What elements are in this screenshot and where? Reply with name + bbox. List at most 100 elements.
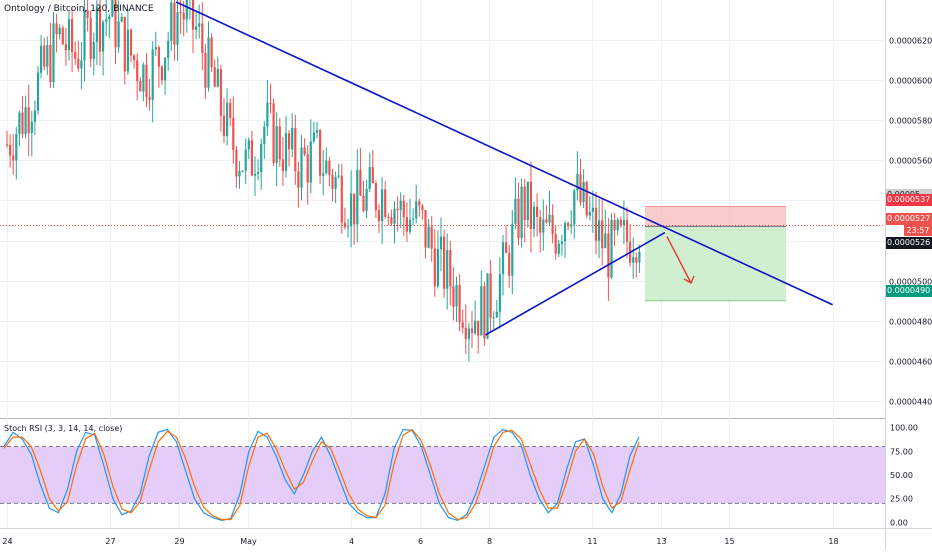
time-tick-label: 24 — [2, 537, 12, 546]
candle-body — [517, 198, 520, 239]
candle-body — [257, 172, 260, 174]
candle — [201, 2, 204, 71]
candlestick-series — [5, 0, 641, 362]
candle-body — [300, 147, 303, 188]
candle — [613, 213, 616, 247]
candle — [189, 0, 191, 20]
candle — [27, 84, 30, 157]
time-tick-label: 8 — [487, 537, 492, 546]
candle — [542, 199, 545, 251]
position-zones[interactable] — [0, 205, 885, 302]
trendlines[interactable] — [175, 1, 833, 336]
candle-body — [151, 49, 154, 100]
candle — [393, 201, 396, 244]
candle — [548, 191, 551, 226]
candle-body — [443, 236, 446, 289]
candle — [12, 134, 15, 175]
candle — [511, 209, 514, 295]
time-axis[interactable]: 24 27 29 May 4 6 8 11 13 15 18 — [2, 537, 838, 546]
candle-body — [241, 170, 244, 172]
time-tick-label: 13 — [656, 537, 666, 546]
candle — [5, 130, 9, 148]
candle — [415, 184, 418, 224]
candle-body — [213, 67, 216, 87]
candle-body — [486, 273, 489, 339]
candle — [523, 179, 526, 243]
candle-body — [52, 23, 55, 83]
candle-body — [71, 19, 74, 53]
candle-body — [625, 220, 629, 242]
candle-body — [498, 274, 501, 312]
candle — [67, 11, 71, 61]
candle — [505, 225, 508, 254]
price-tick-label: 0.0000460 — [889, 358, 932, 367]
candle-body — [102, 21, 105, 52]
candle — [374, 180, 377, 218]
stoch-rsi-title[interactable]: Stoch RSI (3, 3, 14, 14, close) — [4, 424, 123, 433]
candle — [157, 45, 160, 88]
candle-body — [532, 206, 536, 229]
candle — [182, 0, 185, 37]
candle-body — [467, 328, 470, 339]
candle-body — [337, 175, 340, 177]
candle-body — [219, 69, 222, 116]
candle — [284, 116, 288, 178]
candle — [607, 218, 610, 302]
candle — [148, 78, 151, 111]
candle-body — [421, 205, 424, 211]
candle — [477, 320, 480, 354]
candle-body — [489, 273, 492, 318]
candle-body — [477, 320, 480, 336]
candle-body — [64, 44, 67, 51]
candle-body — [160, 66, 164, 81]
candle — [377, 203, 381, 234]
candle-body — [216, 69, 219, 87]
support-trendline — [485, 231, 666, 336]
candle-body — [5, 144, 9, 146]
candle — [123, 16, 126, 85]
candle-body — [582, 181, 585, 203]
candle — [126, 9, 129, 75]
candle — [470, 311, 474, 349]
candle-countdown-timer: 23:57 — [904, 225, 932, 236]
candle-body — [95, 6, 98, 42]
candle-body — [548, 214, 551, 223]
candle — [402, 194, 405, 236]
candle — [108, 13, 111, 39]
candle — [480, 270, 483, 336]
candle — [139, 77, 142, 92]
candle-body — [120, 16, 123, 22]
candle — [278, 117, 281, 168]
candle-body — [15, 133, 18, 161]
candle — [58, 24, 61, 40]
candle — [560, 234, 563, 256]
candle-body — [133, 55, 136, 61]
candle-body — [315, 130, 319, 133]
candle-body — [483, 286, 486, 339]
candle — [328, 156, 331, 187]
candle — [353, 193, 356, 245]
price-tag-last: 0.0000527 — [886, 213, 932, 225]
candle-body — [40, 45, 43, 73]
symbol-title[interactable]: Ontology / Bitcoin, 120, BINANCE — [4, 4, 154, 14]
candle — [396, 196, 399, 232]
time-tick-label: 27 — [105, 537, 115, 546]
candle — [458, 274, 461, 332]
candle — [64, 27, 67, 66]
candle-body — [384, 189, 387, 217]
candle — [49, 22, 52, 88]
candle — [80, 41, 83, 90]
candle — [312, 121, 315, 144]
candle-body — [83, 9, 86, 61]
candle — [446, 233, 449, 310]
time-tick-label: 6 — [418, 537, 423, 546]
candle — [492, 311, 495, 330]
candle — [226, 88, 229, 146]
candle — [529, 161, 532, 253]
candle — [117, 0, 120, 53]
candle-body — [250, 140, 253, 176]
candle-body — [570, 224, 573, 227]
candle — [508, 245, 511, 288]
candle-body — [33, 110, 36, 122]
